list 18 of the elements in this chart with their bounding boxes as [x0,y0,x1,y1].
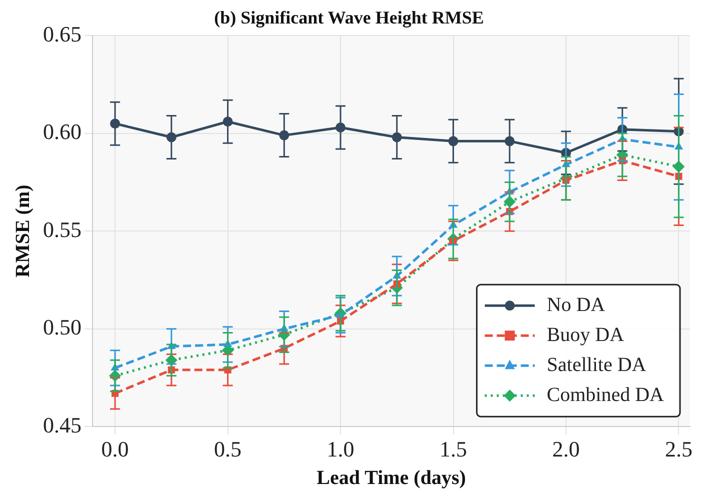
y-tick-label: 0.60 [43,119,82,144]
x-tick-label: 1.0 [326,436,354,462]
x-tick-label: 2.0 [552,436,580,462]
x-tick-label: 0.0 [101,436,129,462]
legend-label: No DA [546,294,606,316]
y-tick-label: 0.50 [43,314,82,340]
x-tick-label: 0.5 [214,436,242,462]
y-tick-label: 0.45 [43,412,82,438]
x-tick-label: 2.5 [664,436,692,462]
y-tick-label: 0.55 [43,216,82,242]
y-tick-label: 0.65 [43,21,82,46]
y-axis-title: RMSE (m) [12,184,34,278]
legend-label: Satellite DA [546,354,647,376]
x-tick-label: 1.5 [440,436,468,462]
chart-title: (b) Significant Wave Height RMSE [214,7,484,28]
legend-label: Buoy DA [546,324,625,346]
legend-label: Combined DA [546,384,665,406]
x-axis-title: Lead Time (days) [316,467,466,490]
